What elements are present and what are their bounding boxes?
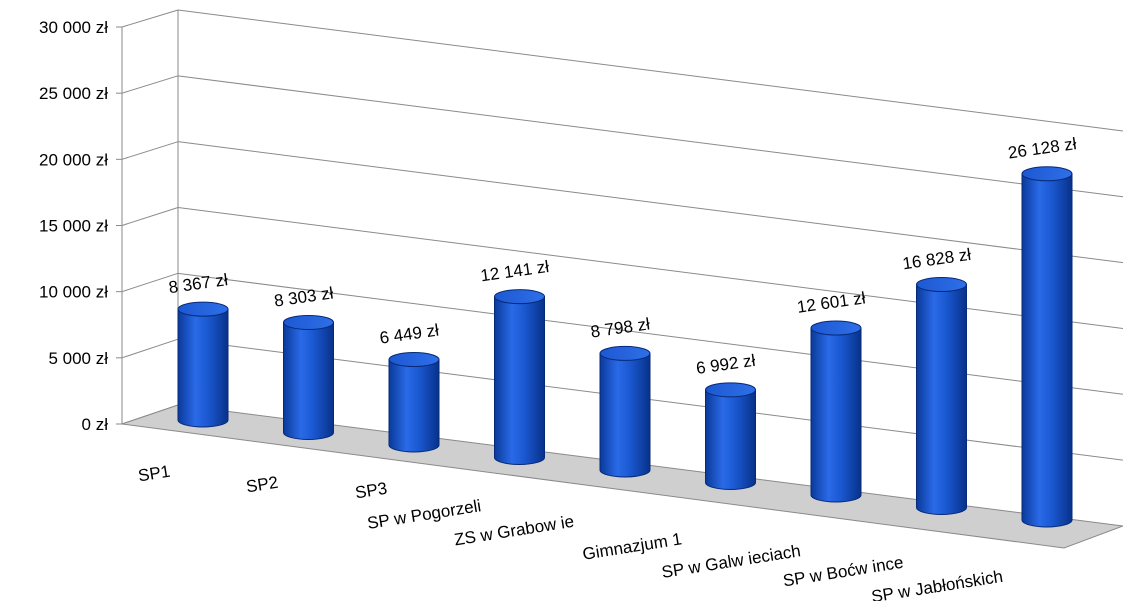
bar-top — [810, 320, 862, 336]
x-tick-label: SP1 — [137, 462, 172, 486]
gridline-side — [121, 75, 179, 94]
bar-body — [916, 284, 967, 515]
data-label: 26 128 zł — [1007, 134, 1078, 162]
bar-body — [810, 327, 862, 503]
gridline-side — [121, 207, 179, 226]
x-tick-label: ZS w Grabow ie — [453, 512, 575, 550]
data-label: 6 449 zł — [378, 321, 440, 348]
bar — [177, 301, 229, 428]
bar — [494, 289, 545, 465]
data-label: 16 828 zł — [901, 245, 972, 273]
bar-top — [283, 314, 334, 330]
bar-top — [599, 345, 651, 361]
y-tick-label: 0 zł — [82, 415, 109, 434]
y-tick-label: 25 000 zł — [39, 84, 108, 103]
x-tick-label: SP3 — [354, 479, 389, 503]
bar-top — [177, 301, 229, 317]
data-label: 8 303 zł — [273, 283, 335, 310]
bar — [283, 314, 334, 440]
x-tick-label: SP2 — [245, 473, 280, 497]
bar-body — [388, 359, 440, 453]
bar-top — [1021, 166, 1073, 182]
gridline — [177, 141, 1123, 264]
bar-top — [705, 382, 756, 398]
bar-body — [177, 308, 229, 428]
y-tick-label: 20 000 zł — [39, 150, 108, 169]
gridline — [177, 75, 1123, 198]
bar-top — [916, 277, 967, 293]
bar-body — [705, 389, 756, 490]
y-tick-label: 15 000 zł — [39, 217, 108, 236]
data-label: 8 798 zł — [589, 314, 651, 341]
x-tick-label: SP w Pogorzeli — [366, 496, 483, 533]
bar-body — [494, 296, 545, 465]
y-tick-label: 30 000 zł — [39, 18, 108, 37]
bar — [916, 277, 967, 515]
gridline — [177, 207, 1123, 329]
bar-body — [599, 352, 651, 478]
gridline-side — [121, 9, 179, 28]
bar — [388, 352, 440, 453]
data-label: 6 992 zł — [695, 351, 757, 378]
bar — [705, 382, 756, 490]
data-label: 12 141 zł — [479, 257, 550, 285]
bar-body — [1021, 173, 1073, 528]
bar — [810, 320, 862, 503]
gridline-side — [121, 338, 179, 359]
bar-top — [494, 289, 545, 305]
bar — [599, 345, 651, 478]
data-label: 12 601 zł — [796, 288, 867, 316]
gridline — [177, 9, 1123, 132]
bar-body — [283, 321, 334, 440]
bar — [1021, 166, 1073, 528]
x-tick-label: Gimnazjum 1 — [581, 529, 683, 563]
y-tick-label: 10 000 zł — [39, 283, 108, 302]
gridline-side — [121, 272, 179, 293]
gridline-side — [121, 141, 179, 160]
bar-top — [388, 352, 440, 368]
y-tick-label: 5 000 zł — [48, 349, 108, 368]
